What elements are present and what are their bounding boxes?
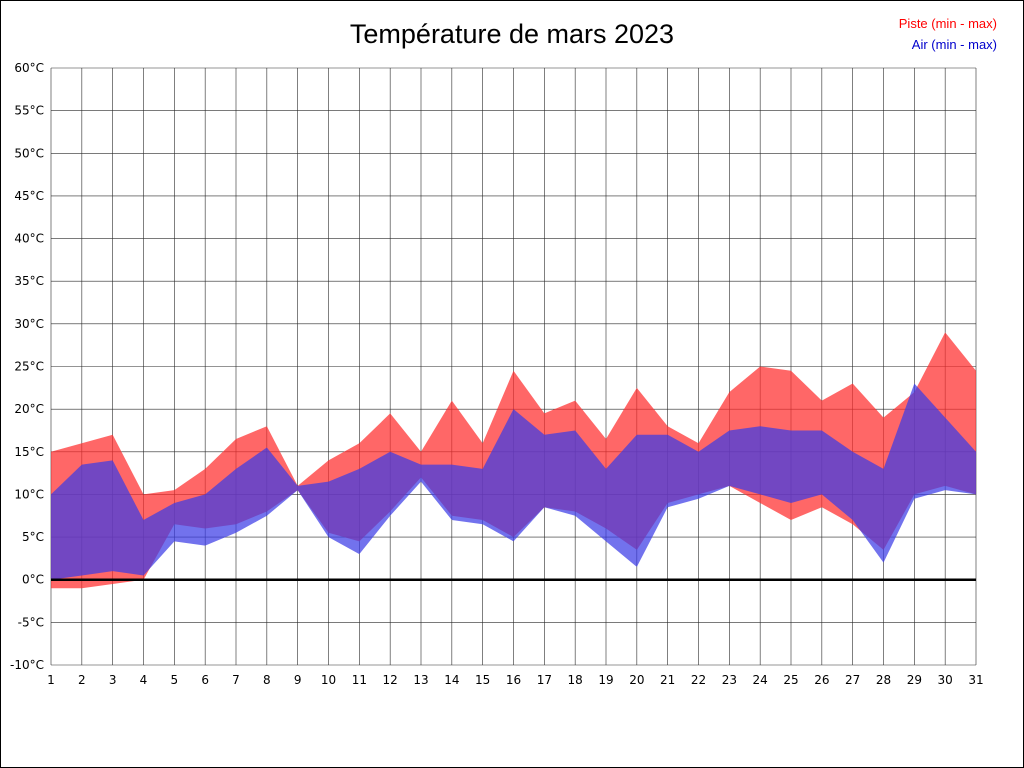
air-band	[51, 383, 976, 580]
x-tick-label: 25	[783, 673, 798, 687]
x-tick-label: 31	[968, 673, 983, 687]
x-tick-label: 18	[568, 673, 583, 687]
x-tick-label: 24	[753, 673, 768, 687]
x-tick-label: 9	[294, 673, 302, 687]
y-tick-label: 10°C	[14, 487, 44, 501]
y-tick-label: 50°C	[14, 146, 44, 160]
x-tick-label: 28	[876, 673, 891, 687]
x-tick-label: 23	[722, 673, 737, 687]
x-tick-label: 27	[845, 673, 860, 687]
x-tick-label: 16	[506, 673, 521, 687]
y-tick-label: 35°C	[14, 274, 44, 288]
x-tick-label: 5	[171, 673, 179, 687]
y-tick-label: -5°C	[18, 615, 44, 629]
x-tick-label: 14	[444, 673, 459, 687]
x-tick-label: 26	[814, 673, 829, 687]
y-tick-label: 30°C	[14, 317, 44, 331]
x-tick-label: 22	[691, 673, 706, 687]
y-tick-label: 60°C	[14, 61, 44, 75]
chart-title: Température de mars 2023	[349, 19, 675, 49]
x-tick-label: 6	[201, 673, 209, 687]
y-tick-label: -10°C	[10, 658, 44, 672]
x-tick-label: 19	[598, 673, 613, 687]
y-tick-label: 55°C	[14, 104, 44, 118]
x-tick-label: 29	[907, 673, 922, 687]
legend: Piste (min - max) Air (min - max)	[899, 13, 997, 55]
legend-air: Air (min - max)	[911, 37, 997, 52]
x-tick-label: 4	[140, 673, 148, 687]
x-tick-label: 12	[383, 673, 398, 687]
x-tick-label: 17	[537, 673, 552, 687]
y-tick-label: 40°C	[14, 232, 44, 246]
x-tick-label: 3	[109, 673, 117, 687]
y-tick-label: 45°C	[14, 189, 44, 203]
x-tick-label: 20	[629, 673, 644, 687]
x-tick-label: 8	[263, 673, 271, 687]
y-tick-label: 0°C	[22, 573, 44, 587]
x-tick-label: 11	[352, 673, 367, 687]
x-tick-label: 15	[475, 673, 490, 687]
x-tick-label: 13	[413, 673, 428, 687]
x-tick-label: 10	[321, 673, 336, 687]
x-tick-label: 30	[938, 673, 953, 687]
x-tick-label: 7	[232, 673, 240, 687]
legend-piste: Piste (min - max)	[898, 16, 997, 31]
y-tick-label: 15°C	[14, 445, 44, 459]
x-tick-label: 2	[78, 673, 86, 687]
y-tick-label: 25°C	[14, 360, 44, 374]
x-tick-label: 21	[660, 673, 675, 687]
y-tick-label: 5°C	[22, 530, 44, 544]
x-tick-label: 1	[47, 673, 55, 687]
y-tick-label: 20°C	[14, 402, 44, 416]
